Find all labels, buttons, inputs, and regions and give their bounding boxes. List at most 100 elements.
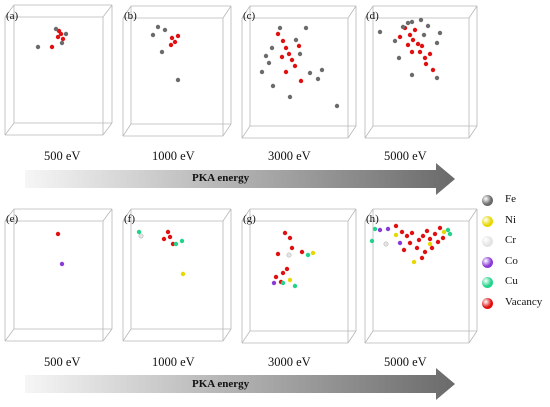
- vacancy-atom-marker: [407, 240, 413, 246]
- fe-atom-marker: [303, 25, 309, 31]
- box-edge-0: [4, 4, 15, 18]
- legend-label-ni: Ni: [505, 213, 516, 226]
- energy-label-g: 3000 eV: [268, 355, 311, 369]
- vacancy-atom-marker: [273, 274, 279, 280]
- fe-atom-marker: [421, 32, 427, 38]
- vacancy-atom-marker: [412, 27, 418, 33]
- box-edge-1: [222, 5, 232, 19]
- co-atom-marker: [385, 226, 391, 232]
- vacancy-atom-marker: [419, 43, 425, 49]
- legend-item-cr: Cr: [478, 234, 550, 255]
- panel-label-c: (c): [243, 10, 256, 22]
- box-edge-1: [122, 123, 132, 137]
- simulation-boxes: [4, 4, 478, 344]
- box-edge-7: [468, 208, 478, 222]
- box-edge-3: [364, 125, 374, 139]
- fe-atom-marker: [297, 51, 303, 57]
- box-edge-2: [347, 5, 357, 19]
- energy-label-h: 5000 eV: [384, 355, 427, 369]
- vacancy-atom-marker: [430, 67, 436, 73]
- co-atom-marker: [59, 261, 65, 267]
- panel-label-e: (e): [6, 213, 19, 225]
- vacancy-atom-marker: [284, 266, 290, 272]
- box-edge-5: [122, 328, 132, 342]
- vacancy-atom-marker: [299, 249, 305, 255]
- fe-atom-marker: [434, 40, 440, 46]
- box-edge-4: [102, 208, 113, 222]
- cu-atom-marker: [369, 238, 375, 244]
- box-edge-3: [468, 5, 478, 19]
- atom-markers: [35, 17, 453, 289]
- cr-atom-marker: [286, 252, 292, 258]
- box-edge-1: [222, 123, 232, 137]
- co-atom-marker: [377, 227, 383, 233]
- ni-atom-marker: [427, 241, 433, 247]
- vacancy-atom-marker: [427, 236, 433, 242]
- fe-atom-marker: [392, 38, 398, 44]
- legend-label-vacancy: Vacancy: [505, 295, 543, 308]
- vacancy-atom-marker: [409, 49, 415, 55]
- vacancy-atom-marker: [60, 36, 66, 42]
- cr-atom-marker: [383, 241, 389, 247]
- energy-label-f: 1000 eV: [152, 355, 195, 369]
- fe-atom-marker: [159, 49, 165, 55]
- box-edge-2: [241, 5, 251, 19]
- ni-atom-marker: [411, 259, 417, 265]
- ni-atom-marker: [393, 232, 399, 238]
- vacancy-atom-marker: [397, 34, 403, 40]
- energy-label-e: 500 eV: [44, 355, 81, 369]
- legend-item-vacancy: Vacancy: [478, 296, 550, 317]
- cr-atom-icon: [482, 236, 493, 247]
- vacancy-atom-marker: [292, 63, 298, 69]
- vacancy-atom-marker: [427, 51, 433, 57]
- panel-label-a: (a): [6, 10, 19, 22]
- box-edge-6: [347, 208, 357, 222]
- vacancy-atom-marker: [404, 233, 410, 239]
- co-atom-marker: [271, 280, 277, 286]
- box-edge-0: [102, 122, 113, 136]
- vacancy-atom-marker: [55, 34, 61, 40]
- box-edge-3: [364, 5, 374, 19]
- vacancy-atom-marker: [415, 41, 421, 47]
- energy-label-a: 500 eV: [44, 149, 81, 163]
- fe-atom-marker: [307, 70, 313, 76]
- fe-atom-marker: [53, 26, 59, 32]
- vacancy-atom-marker: [405, 42, 411, 48]
- cu-atom-marker: [305, 252, 311, 258]
- fe-atom-marker: [259, 69, 265, 75]
- vacancy-atom-marker: [167, 234, 173, 240]
- vacancy-atom-marker: [440, 235, 446, 241]
- ni-atom-marker: [310, 250, 316, 256]
- vacancy-atom-marker: [409, 230, 415, 236]
- vacancy-atom-marker: [424, 228, 430, 234]
- ni-atom-marker: [441, 229, 447, 235]
- vacancy-atom-marker: [298, 78, 304, 84]
- legend-label-cr: Cr: [505, 234, 516, 246]
- box-edge-3: [468, 125, 478, 139]
- vacancy-atom-marker: [401, 247, 407, 253]
- cu-atom-marker: [280, 280, 286, 286]
- box-edge-5: [222, 208, 232, 222]
- panel-label-d: (d): [366, 10, 379, 22]
- box-edge-4: [4, 208, 15, 222]
- legend: Fe Ni Cr Co Cu Vacancy: [478, 193, 550, 316]
- vacancy-atom-marker: [168, 42, 174, 48]
- vacancy-atom-marker: [175, 33, 181, 39]
- vacancy-atom-marker: [422, 55, 428, 61]
- vacancy-atom-marker: [275, 31, 281, 37]
- vacancy-atom-marker: [399, 229, 405, 235]
- fe-atom-marker: [263, 53, 269, 59]
- panel-label-g: (g): [243, 213, 256, 225]
- cr-atom-marker: [138, 233, 144, 239]
- box-edge-7: [364, 208, 374, 222]
- vacancy-atom-marker: [435, 239, 441, 245]
- box-edge-2: [347, 125, 357, 139]
- pka-energy-label-bottom: PKA energy: [192, 378, 250, 390]
- vacancy-atom-marker: [407, 32, 413, 38]
- vacancy-atom-marker: [161, 236, 167, 242]
- fe-atom-marker: [155, 24, 161, 30]
- fe-atom-marker: [162, 27, 168, 33]
- fe-atom-marker: [150, 32, 156, 38]
- legend-label-fe: Fe: [505, 193, 516, 205]
